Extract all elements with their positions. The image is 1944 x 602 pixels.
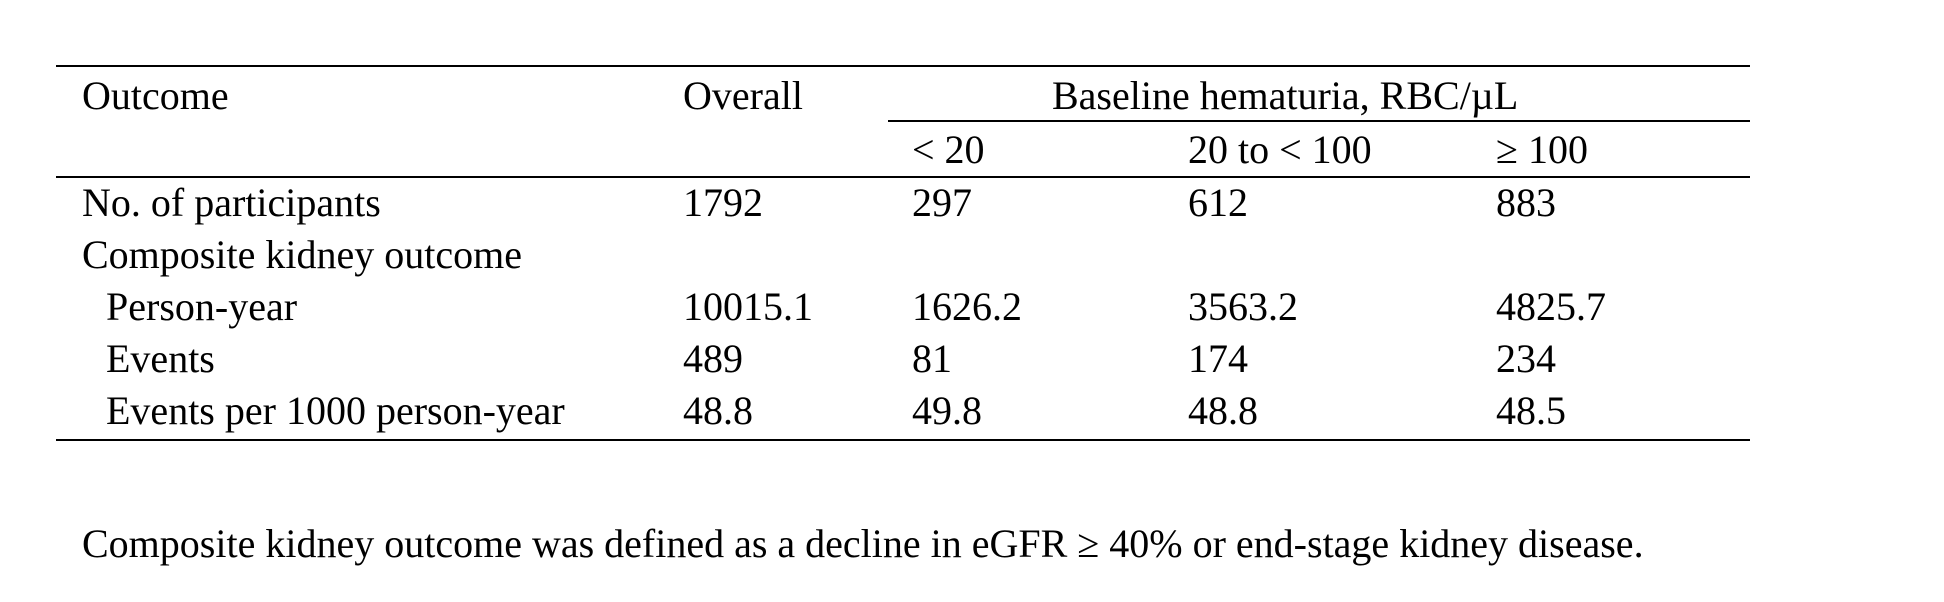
bottom-rule [56,439,1750,441]
cell-overall: 1792 [683,180,763,225]
cell-ge100: 234 [1496,336,1556,381]
cell-overall: 10015.1 [683,284,813,329]
group-rule [888,120,1750,122]
header-sub-lt20: < 20 [912,127,985,172]
row-label: Events [106,336,215,381]
header-group-label: Baseline hematuria, RBC/µL [1052,73,1519,118]
header-rule [56,176,1750,178]
top-rule [56,65,1750,67]
cell-lt20: 81 [912,336,952,381]
header-sub-ge100: ≥ 100 [1496,127,1588,172]
cell-lt20: 297 [912,180,972,225]
row-label: No. of participants [82,180,381,225]
cell-overall: 48.8 [683,388,753,433]
cell-lt20: 49.8 [912,388,982,433]
header-sub-20to100: 20 to < 100 [1188,127,1372,172]
header-outcome: Outcome [82,73,229,118]
cell-20to100: 174 [1188,336,1248,381]
row-label: Person-year [106,284,298,329]
cell-ge100: 883 [1496,180,1556,225]
cell-overall: 489 [683,336,743,381]
table-footnote: Composite kidney outcome was defined as … [82,521,1644,566]
cell-lt20: 1626.2 [912,284,1022,329]
cell-20to100: 612 [1188,180,1248,225]
row-label: Events per 1000 person-year [106,388,565,433]
cell-20to100: 3563.2 [1188,284,1298,329]
section-label: Composite kidney outcome [82,232,522,277]
cell-ge100: 48.5 [1496,388,1566,433]
cell-ge100: 4825.7 [1496,284,1606,329]
cell-20to100: 48.8 [1188,388,1258,433]
header-overall: Overall [683,73,803,118]
